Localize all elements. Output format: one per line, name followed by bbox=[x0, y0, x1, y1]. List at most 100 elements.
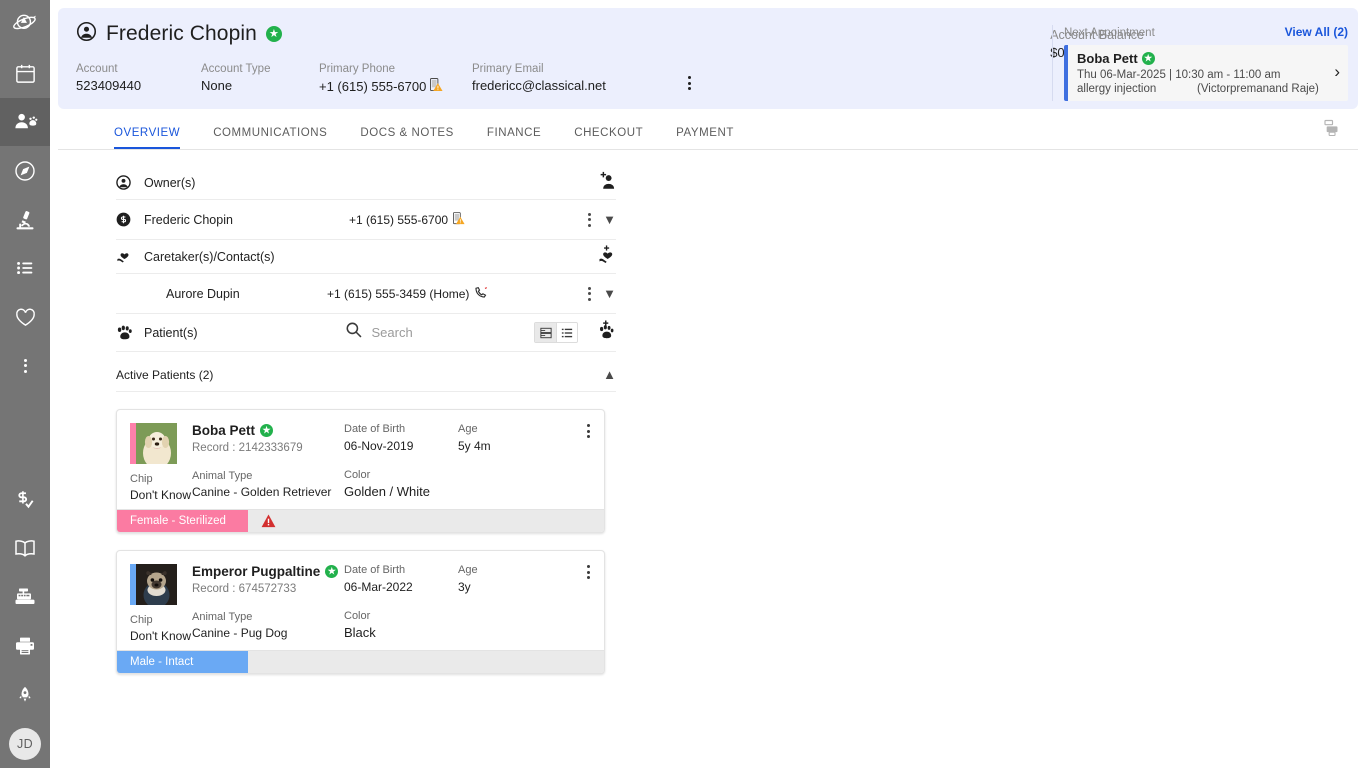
patient-record-number: Record : 2142333679 bbox=[192, 442, 303, 454]
card-view-button[interactable] bbox=[535, 323, 556, 342]
mobile-warning-icon[interactable] bbox=[453, 211, 465, 228]
patient-card-body: Chip Don't Know Boba Pett ★ Record : 214… bbox=[117, 410, 604, 509]
client-field-group: Account 523409440 Account Type None Prim… bbox=[58, 47, 1358, 95]
owner-name: Frederic Chopin bbox=[144, 212, 233, 227]
sidebar-item-estimates[interactable] bbox=[0, 475, 50, 524]
sidebar-item-checkout[interactable] bbox=[0, 573, 50, 622]
sidebar-item-clients-patients[interactable] bbox=[0, 97, 50, 147]
field-account-value: 523409440 bbox=[76, 78, 142, 93]
caring-hands-icon bbox=[116, 249, 144, 264]
more-dots-icon[interactable] bbox=[588, 212, 592, 227]
search-input[interactable] bbox=[371, 325, 492, 340]
patient-color-value: Golden / White bbox=[344, 484, 430, 499]
patient-animal-type-value: Canine - Pug Dog bbox=[192, 626, 288, 640]
patient-identity-column: Emperor Pugpaltine ★ Record : 674572733 … bbox=[192, 564, 344, 643]
more-dots-icon bbox=[587, 565, 590, 579]
patient-dob-column: Date of Birth 06-Nov-2019 Color Golden /… bbox=[344, 423, 458, 502]
tab-payment[interactable]: PAYMENT bbox=[676, 127, 734, 139]
sidebar-item-navigator[interactable] bbox=[0, 146, 50, 195]
patient-chip-label: Chip bbox=[130, 614, 153, 626]
left-sidebar: JD bbox=[0, 0, 50, 768]
patient-card-menu-button[interactable] bbox=[587, 565, 590, 579]
patient-animal-type-label: Animal Type bbox=[192, 611, 253, 623]
sidebar-item-whiteboard[interactable] bbox=[0, 244, 50, 293]
appointment-datetime: Thu 06-Mar-2025 | 10:30 am - 11:00 am bbox=[1077, 69, 1281, 81]
owner-row[interactable]: Frederic Chopin +1 (615) 555-6700 bbox=[116, 200, 616, 240]
patient-card-menu-button[interactable] bbox=[587, 424, 590, 438]
tab-overview[interactable]: OVERVIEW bbox=[114, 127, 181, 149]
page-title: Frederic Chopin bbox=[106, 22, 257, 45]
sidebar-item-print[interactable] bbox=[0, 622, 50, 671]
tab-checkout[interactable]: CHECKOUT bbox=[574, 127, 644, 139]
verified-star-icon: ★ bbox=[265, 26, 282, 42]
print-icon[interactable] bbox=[1320, 118, 1340, 143]
sidebar-item-wellness[interactable] bbox=[0, 293, 50, 342]
alert-warning-icon[interactable] bbox=[261, 514, 276, 528]
chevron-up-icon[interactable]: ▲ bbox=[603, 367, 616, 382]
verified-star-icon: ★ bbox=[325, 565, 339, 578]
next-appointment-card[interactable]: Boba Pett ★ Thu 06-Mar-2025 | 10:30 am -… bbox=[1064, 45, 1348, 101]
patient-photo-column: Chip Don't Know bbox=[130, 564, 192, 643]
sidebar-item-calendar[interactable] bbox=[0, 49, 50, 98]
sidebar-item-reference[interactable] bbox=[0, 524, 50, 573]
patients-section-title: Patient(s) bbox=[144, 325, 198, 340]
list-view-button[interactable] bbox=[556, 323, 577, 342]
calendar-icon bbox=[14, 62, 37, 85]
patient-age-column: Age 3y bbox=[458, 564, 554, 643]
caretaker-row-actions: ▼ bbox=[588, 286, 616, 301]
more-dots-icon[interactable] bbox=[588, 286, 592, 301]
phone-handset-icon[interactable] bbox=[474, 286, 488, 302]
patient-age-column: Age 5y 4m bbox=[458, 423, 554, 502]
tab-bar: OVERVIEW COMMUNICATIONS DOCS & NOTES FIN… bbox=[58, 117, 1358, 150]
client-header-menu-button[interactable] bbox=[688, 76, 691, 90]
tab-docs-notes[interactable]: DOCS & NOTES bbox=[360, 127, 454, 139]
add-caretaker-button[interactable] bbox=[593, 245, 616, 270]
patient-age-label: Age bbox=[458, 564, 478, 576]
patient-card-body: Chip Don't Know Emperor Pugpaltine ★ Rec… bbox=[117, 551, 604, 650]
verified-star-icon: ★ bbox=[1141, 52, 1155, 65]
owners-section-header: Owner(s) bbox=[116, 166, 616, 200]
mobile-warning-icon[interactable] bbox=[430, 78, 443, 95]
patient-card-footer: Female - Sterilized bbox=[117, 509, 604, 532]
account-balance-label: Account Balance bbox=[1050, 28, 1144, 42]
dollar-check-icon bbox=[14, 488, 37, 511]
appointment-patient-name-row: Boba Pett ★ bbox=[1077, 51, 1340, 66]
sidebar-user-avatar[interactable]: JD bbox=[0, 719, 50, 768]
search-icon bbox=[345, 321, 363, 344]
active-patients-group-header[interactable]: Active Patients (2) ▲ bbox=[116, 358, 616, 392]
next-appointment-panel: Next Appointment View All (2) Boba Pett … bbox=[1052, 25, 1348, 101]
patient-age-value: 3y bbox=[458, 580, 471, 594]
patient-chip-label: Chip bbox=[130, 473, 153, 485]
add-owner-button[interactable] bbox=[594, 171, 616, 196]
chevron-down-icon[interactable]: ▼ bbox=[603, 286, 616, 301]
rocket-icon bbox=[15, 685, 35, 705]
patient-name: Emperor Pugpaltine bbox=[192, 564, 321, 579]
patient-card[interactable]: Chip Don't Know Emperor Pugpaltine ★ Rec… bbox=[116, 550, 605, 674]
caretakers-section-header: Caretaker(s)/Contact(s) bbox=[116, 240, 616, 274]
caretaker-row[interactable]: Aurore Dupin +1 (615) 555-3459 (Home) ▼ bbox=[116, 274, 616, 314]
field-primary-email: Primary Email fredericc@classical.net bbox=[472, 63, 652, 95]
overview-content: Owner(s) bbox=[50, 150, 1366, 768]
chevron-down-icon[interactable]: ▼ bbox=[603, 212, 616, 227]
patient-chip-value: Don't Know bbox=[130, 488, 191, 502]
patient-search bbox=[345, 321, 492, 344]
patient-card[interactable]: Chip Don't Know Boba Pett ★ Record : 214… bbox=[116, 409, 605, 533]
patient-dob-label: Date of Birth bbox=[344, 564, 406, 576]
chevron-right-icon[interactable]: › bbox=[1334, 62, 1340, 81]
sidebar-item-planet-logo[interactable] bbox=[0, 0, 50, 49]
field-account-label: Account bbox=[76, 63, 118, 75]
view-all-appointments-link[interactable]: View All (2) bbox=[1284, 25, 1348, 39]
caretaker-phone: +1 (615) 555-3459 (Home) bbox=[327, 286, 470, 301]
sidebar-item-more[interactable] bbox=[0, 341, 50, 390]
sidebar-item-launch[interactable] bbox=[0, 670, 50, 719]
patient-color-label: Color bbox=[344, 469, 371, 481]
patient-age-value: 5y 4m bbox=[458, 439, 491, 453]
patient-color-value: Black bbox=[344, 625, 376, 640]
tab-communications[interactable]: COMMUNICATIONS bbox=[213, 127, 328, 139]
sidebar-item-lab[interactable] bbox=[0, 195, 50, 244]
add-patient-button[interactable] bbox=[592, 320, 616, 346]
tab-finance[interactable]: FINANCE bbox=[486, 127, 542, 139]
patient-animal-type-value: Canine - Golden Retriever bbox=[192, 485, 332, 499]
patient-record-number: Record : 674572733 bbox=[192, 583, 297, 595]
